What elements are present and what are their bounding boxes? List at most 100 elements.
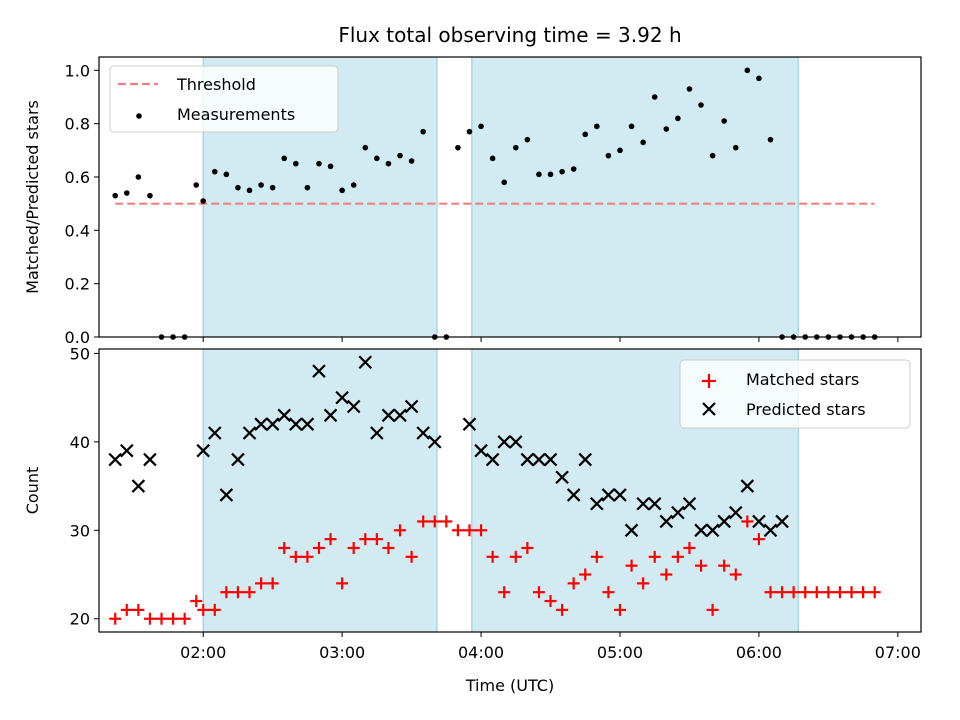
measurement-point bbox=[135, 174, 142, 180]
predicted-stars-point bbox=[590, 496, 604, 511]
predicted-stars-point bbox=[300, 417, 315, 431]
bottom-legend: Matched stars Predicted stars bbox=[679, 359, 911, 429]
matched-stars-point bbox=[695, 559, 708, 572]
x-tick-label: 05:00 bbox=[597, 643, 643, 662]
matched-stars-point bbox=[729, 568, 742, 581]
measurement-point bbox=[536, 171, 542, 178]
x-tick-label: 06:00 bbox=[736, 643, 782, 662]
legend-matched-swatch bbox=[702, 374, 716, 388]
measurement-point bbox=[246, 187, 253, 194]
predicted-stars-point bbox=[370, 426, 384, 440]
matched-stars-point bbox=[417, 515, 430, 528]
predicted-stars-point bbox=[532, 452, 546, 467]
predicted-stars-point bbox=[624, 523, 639, 538]
measurement-point bbox=[269, 184, 276, 191]
shaded-interval bbox=[471, 56, 799, 338]
measurement-point bbox=[420, 128, 426, 135]
predicted-stars-point bbox=[427, 435, 442, 449]
matched-stars-point bbox=[197, 603, 210, 616]
matched-stars-point bbox=[463, 524, 476, 537]
measurement-point bbox=[478, 123, 484, 130]
measurement-point bbox=[455, 144, 461, 151]
legend-measurements-swatch bbox=[136, 113, 142, 119]
measurement-point bbox=[605, 152, 612, 159]
measurement-point bbox=[408, 158, 415, 164]
matched-stars-point bbox=[556, 603, 569, 616]
y-tick-label: 0.0 bbox=[65, 328, 90, 347]
matched-stars-point bbox=[521, 541, 534, 554]
predicted-stars-point bbox=[740, 479, 755, 493]
legend-matched-label: Matched stars bbox=[746, 370, 859, 389]
matched-stars-point bbox=[324, 533, 337, 546]
matched-stars-point bbox=[683, 541, 696, 554]
matched-stars-point bbox=[370, 533, 383, 546]
predicted-stars-point bbox=[647, 496, 662, 511]
matched-stars-point bbox=[428, 515, 441, 528]
matched-stars-point bbox=[312, 541, 325, 554]
predicted-stars-point bbox=[196, 443, 210, 458]
matched-stars-point bbox=[208, 603, 221, 616]
predicted-stars-point bbox=[728, 505, 743, 520]
matched-stars-point bbox=[394, 524, 407, 537]
legend-measurements-label: Measurements bbox=[177, 105, 295, 124]
matched-stars-point bbox=[532, 586, 545, 599]
measurement-point bbox=[756, 75, 762, 82]
legend-predicted-swatch bbox=[702, 402, 716, 416]
top-panel: 0.0 0.2 0.4 0.6 0.8 1.0 Matched/Predicted sta… bbox=[23, 56, 922, 347]
matched-stars-point bbox=[764, 586, 777, 599]
bottom-y-ticks: 20 30 40 50 bbox=[70, 344, 99, 629]
measurement-point bbox=[339, 187, 345, 194]
predicted-stars-point bbox=[775, 514, 789, 529]
measurement-point bbox=[374, 155, 380, 162]
measurement-point bbox=[193, 182, 200, 188]
measurement-point bbox=[547, 171, 554, 178]
chart-title: Flux total observing time = 3.92 h bbox=[338, 23, 681, 47]
matched-stars-point bbox=[336, 577, 349, 590]
measurement-point bbox=[617, 147, 623, 154]
matched-stars-point bbox=[822, 586, 835, 599]
matched-stars-point bbox=[648, 550, 661, 563]
top-axes-frame bbox=[98, 56, 922, 338]
legend-predicted-label: Predicted stars bbox=[746, 400, 866, 419]
predicted-stars-point bbox=[289, 417, 303, 431]
measurement-point bbox=[594, 123, 600, 130]
matched-stars-point bbox=[220, 586, 233, 599]
measurement-point bbox=[235, 184, 241, 191]
measurement-point bbox=[211, 168, 218, 175]
matched-stars-point bbox=[637, 577, 650, 590]
matched-stars-point bbox=[266, 577, 279, 590]
measurement-point bbox=[732, 144, 739, 151]
predicted-stars-point bbox=[474, 443, 488, 458]
matched-stars-point bbox=[359, 533, 372, 546]
matched-stars-point bbox=[833, 586, 846, 599]
matched-stars-point bbox=[706, 603, 719, 616]
matched-stars-point bbox=[741, 515, 754, 528]
matched-stars-point bbox=[486, 550, 499, 563]
y-tick-label: 1.0 bbox=[65, 61, 90, 80]
predicted-stars-point bbox=[254, 417, 268, 431]
measurement-point bbox=[362, 144, 369, 151]
bottom-legend-box bbox=[679, 359, 911, 429]
measurement-point bbox=[350, 182, 357, 188]
predicted-stars-point bbox=[346, 399, 361, 414]
measurement-point bbox=[512, 144, 519, 151]
measurement-point bbox=[316, 160, 322, 167]
predicted-stars-point bbox=[393, 408, 407, 423]
matched-stars-point bbox=[602, 586, 615, 599]
legend-threshold-label: Threshold bbox=[176, 75, 256, 94]
predicted-stars-point bbox=[143, 452, 157, 467]
predicted-stars-point bbox=[416, 426, 430, 440]
predicted-stars-point bbox=[601, 488, 616, 502]
predicted-stars-point bbox=[566, 488, 581, 502]
predicted-stars-point bbox=[520, 452, 535, 467]
predicted-stars-point bbox=[207, 426, 222, 440]
matched-stars-point bbox=[613, 603, 626, 616]
predicted-stars-point bbox=[381, 408, 396, 423]
predicted-stars-point bbox=[497, 435, 511, 449]
top-y-axis-label: Matched/Predicted stars bbox=[23, 100, 42, 294]
predicted-stars-point bbox=[231, 452, 245, 467]
measurement-point bbox=[489, 155, 496, 162]
measurement-point bbox=[123, 190, 130, 196]
matched-stars-point bbox=[289, 550, 302, 563]
predicted-stars-point bbox=[682, 496, 697, 511]
